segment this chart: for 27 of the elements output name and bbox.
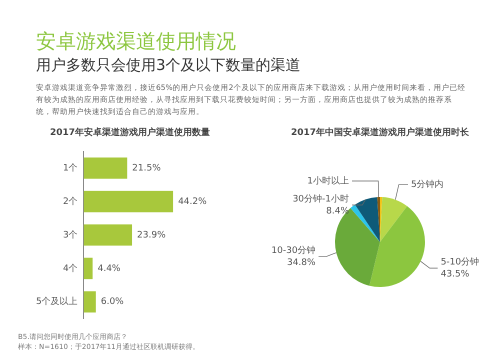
bar [84, 190, 174, 212]
data-label: 34.8% [286, 258, 316, 268]
bar [84, 291, 96, 313]
bar [84, 157, 128, 179]
y-tick-label: 2个 [62, 196, 78, 207]
slice-label: 5-10分钟 [440, 256, 480, 268]
y-tick-label: 1个 [62, 162, 78, 174]
slice-label: 10-30分钟 [271, 244, 316, 256]
y-tick-label: 3个 [62, 229, 78, 240]
data-label: 44.2% [178, 196, 208, 207]
bar [84, 224, 132, 246]
slice-label: 1小时以上 [307, 175, 349, 186]
slice-label: 30分钟-1小时 [292, 193, 349, 204]
slice-label: 5分钟内 [411, 179, 444, 190]
data-label: 4.4% [98, 264, 121, 274]
chart-title: 2017年安卓渠道游戏用户渠道使用数量 [48, 126, 212, 140]
y-tick-label: 5个及以上 [36, 296, 78, 308]
bar [84, 258, 93, 280]
data-label: 8.4% [326, 206, 350, 216]
y-tick-label: 4个 [62, 262, 78, 274]
data-label: 43.5% [440, 269, 470, 280]
data-label: 6.0% [100, 297, 124, 308]
data-label: 21.5% [132, 163, 162, 174]
chart-title: 2017年中国安卓渠道游戏用户渠道使用时长 [290, 126, 470, 140]
data-label: 23.9% [137, 230, 166, 240]
text: 用户多数只会使用3个及以下数量的渠道 [36, 56, 302, 76]
text: 安卓游戏渠道使用情况 [36, 28, 237, 55]
